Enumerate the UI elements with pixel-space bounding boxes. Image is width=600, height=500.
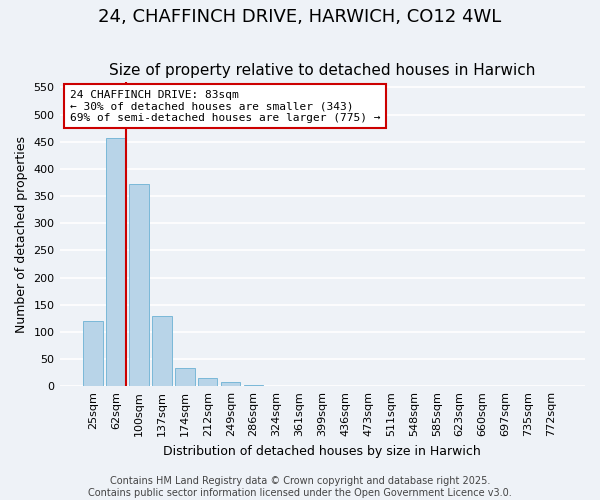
Text: 24 CHAFFINCH DRIVE: 83sqm
← 30% of detached houses are smaller (343)
69% of semi: 24 CHAFFINCH DRIVE: 83sqm ← 30% of detac…	[70, 90, 380, 123]
Text: 24, CHAFFINCH DRIVE, HARWICH, CO12 4WL: 24, CHAFFINCH DRIVE, HARWICH, CO12 4WL	[98, 8, 502, 26]
Bar	[83, 321, 103, 386]
Bar	[106, 138, 126, 386]
Title: Size of property relative to detached houses in Harwich: Size of property relative to detached ho…	[109, 63, 535, 78]
Bar	[244, 385, 263, 386]
Bar	[152, 316, 172, 386]
Bar	[221, 382, 241, 386]
Bar	[198, 378, 217, 386]
Text: Contains HM Land Registry data © Crown copyright and database right 2025.
Contai: Contains HM Land Registry data © Crown c…	[88, 476, 512, 498]
X-axis label: Distribution of detached houses by size in Harwich: Distribution of detached houses by size …	[163, 444, 481, 458]
Bar	[129, 184, 149, 386]
Y-axis label: Number of detached properties: Number of detached properties	[15, 136, 28, 332]
Bar	[175, 368, 194, 386]
